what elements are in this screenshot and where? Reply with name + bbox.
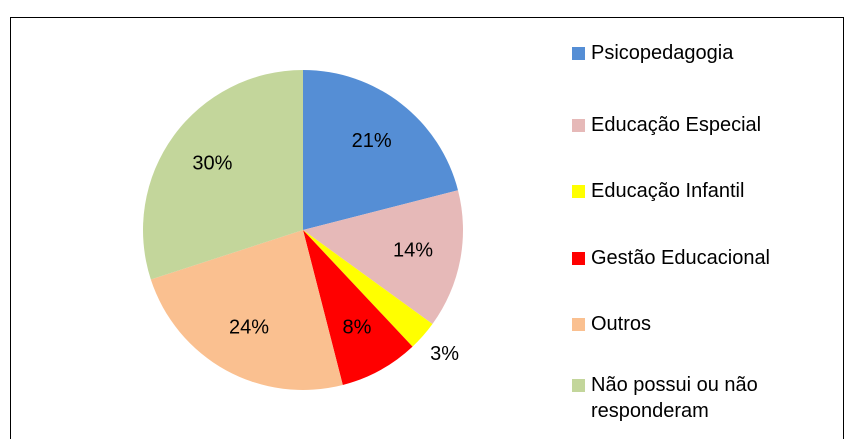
data-label: 14% bbox=[393, 239, 433, 261]
data-label: 30% bbox=[192, 152, 232, 174]
data-label: 8% bbox=[343, 316, 372, 338]
pie-slice bbox=[303, 190, 463, 325]
legend-label: Educação Especial bbox=[591, 114, 762, 136]
legend-swatch bbox=[572, 379, 585, 392]
pie-slice bbox=[150, 230, 343, 390]
legend-swatch bbox=[572, 318, 585, 331]
pie-slice bbox=[143, 70, 303, 280]
legend-item: Não possui ou não responderam bbox=[572, 372, 816, 424]
legend-label: Outros bbox=[591, 313, 652, 335]
data-label: 3% bbox=[430, 343, 459, 365]
legend-label: Gestão Educacional bbox=[591, 247, 771, 269]
legend-item: Outros bbox=[572, 311, 816, 337]
legend-swatch bbox=[572, 119, 585, 132]
data-label: 24% bbox=[229, 316, 269, 338]
pie-slice bbox=[303, 230, 413, 385]
legend-label: Educação Infantil bbox=[591, 180, 745, 202]
legend-swatch bbox=[572, 252, 585, 265]
legend-item: Educação Infantil bbox=[572, 178, 816, 204]
legend-item: Gestão Educacional bbox=[572, 245, 816, 271]
chart-frame bbox=[10, 17, 844, 439]
pie-slice bbox=[303, 70, 458, 230]
data-label: 21% bbox=[352, 130, 392, 152]
legend-item: Educação Especial bbox=[572, 112, 816, 138]
legend-swatch bbox=[572, 47, 585, 60]
legend-item: Psicopedagogia bbox=[572, 40, 816, 66]
legend-swatch bbox=[572, 185, 585, 198]
pie-slice bbox=[303, 230, 433, 347]
legend-label: Não possui ou não responderam bbox=[591, 374, 758, 422]
legend-label: Psicopedagogia bbox=[591, 42, 734, 64]
